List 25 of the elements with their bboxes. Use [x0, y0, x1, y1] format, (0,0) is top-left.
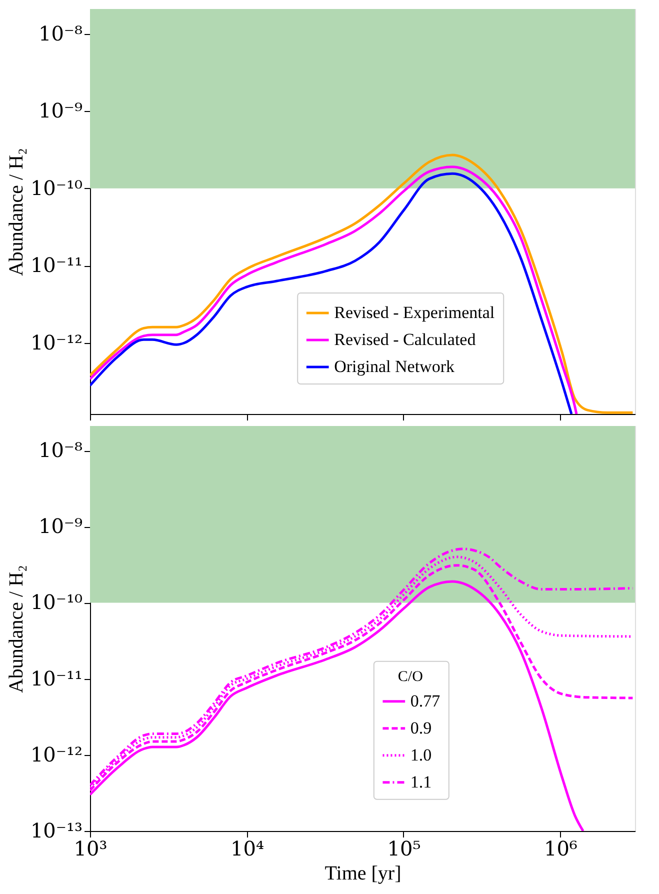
y-axis-title: Abundance / H₂: [5, 564, 28, 694]
legend-title: C/O: [398, 668, 424, 685]
y-tick-label: 10⁻¹¹: [30, 253, 82, 278]
y-tick-label: 10⁻¹⁰: [30, 590, 82, 614]
y-tick-label: 10⁻⁸: [38, 438, 82, 462]
x-tick-label: 10⁶: [544, 836, 578, 860]
y-tick-label: 10⁻⁹: [38, 98, 82, 123]
y-tick-label: 10⁻¹¹: [30, 666, 82, 690]
y-tick-label: 10⁻⁹: [38, 514, 82, 538]
y-tick-label: 10⁻¹⁰: [30, 176, 82, 200]
y-tick-label: 10⁻¹²: [30, 330, 82, 354]
legend-label: 1.1: [410, 772, 432, 792]
y-tick-label: 10⁻¹²: [30, 742, 82, 766]
legend-label: Revised - Calculated: [334, 330, 476, 349]
legend-label: 0.77: [410, 691, 441, 710]
legend-label: 0.9: [410, 718, 432, 738]
legend-label: 1.0: [410, 745, 432, 764]
legend-label: Original Network: [334, 357, 455, 376]
x-tick-label: 10³: [74, 836, 108, 860]
legend-label: Revised - Experimental: [334, 303, 495, 322]
x-tick-label: 10⁵: [387, 836, 421, 860]
x-tick-label: 10⁴: [230, 836, 264, 860]
x-axis-title: Time [yr]: [324, 862, 402, 884]
y-axis-title: Abundance / H₂: [5, 148, 28, 276]
y-tick-label: 10⁻⁸: [38, 21, 82, 46]
